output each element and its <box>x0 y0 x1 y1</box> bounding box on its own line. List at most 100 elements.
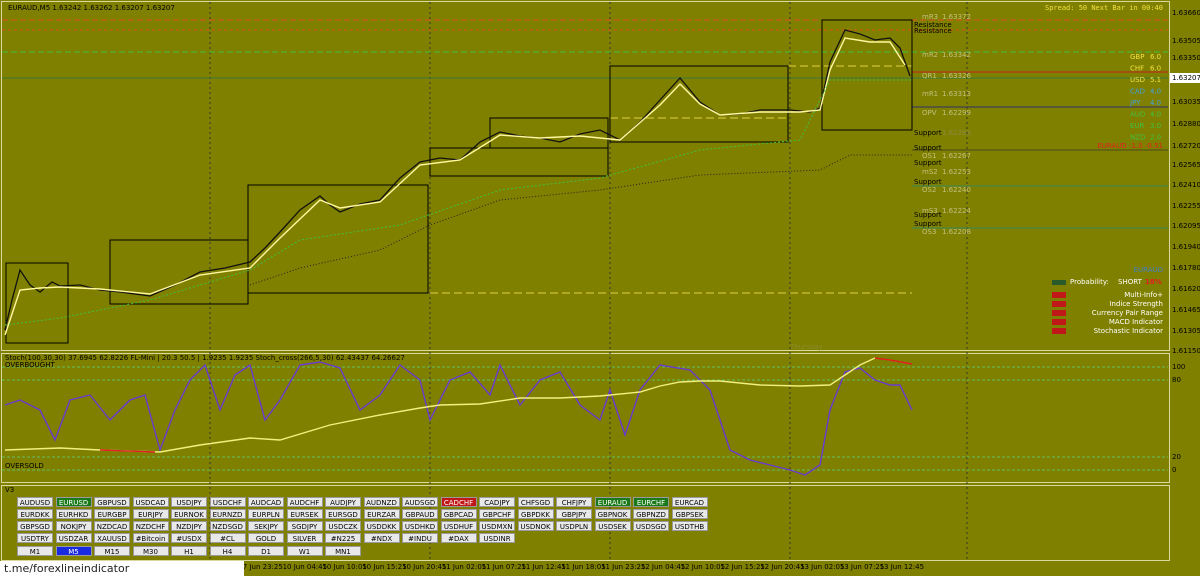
symbol-button[interactable]: SEKJPY <box>248 521 284 531</box>
symbol-button[interactable]: EURSEK <box>286 509 323 519</box>
symbol-button[interactable]: USDSEK <box>594 521 631 531</box>
symbol-button[interactable]: EURGBP <box>94 509 130 519</box>
symbol-button[interactable]: GBPDKK <box>517 509 554 519</box>
time-tick-label: 13 Jun 02:05 <box>800 563 844 571</box>
symbol-button[interactable]: GOLD <box>248 533 284 543</box>
symbol-button[interactable]: NOKJPY <box>55 521 92 531</box>
symbol-button[interactable]: #CL <box>209 533 246 543</box>
symbol-button[interactable]: GBPCAD <box>440 509 477 519</box>
symbol-button[interactable]: NZDCAD <box>94 521 130 531</box>
level-label: Resistance <box>914 21 952 29</box>
symbol-button[interactable]: M1 <box>17 546 53 556</box>
symbol-button[interactable]: USDHKD <box>402 521 438 531</box>
time-tick-label: 11 Jun 12:45 <box>521 563 565 571</box>
strength-currency: USD <box>1130 76 1145 84</box>
symbol-button[interactable]: AUDUSD <box>17 497 53 507</box>
symbol-button[interactable]: W1 <box>286 546 323 556</box>
pivot-price: 1.62267 <box>942 152 971 160</box>
symbol-button[interactable]: GBPJPY <box>556 509 592 519</box>
symbol-button[interactable]: SGDJPY <box>286 521 323 531</box>
symbol-button[interactable]: USDCAD <box>132 497 169 507</box>
symbol-button[interactable]: USDJPY <box>171 497 207 507</box>
symbol-button[interactable]: EURDKK <box>17 509 53 519</box>
symbol-button[interactable]: AUDSGD <box>402 497 438 507</box>
range-box <box>609 65 789 143</box>
main-frame <box>1 1 1170 351</box>
stoch-header: Stoch(100,30,30) 37.6945 62.8226 FL-Mini… <box>5 354 405 362</box>
symbol-button[interactable]: CHFJPY <box>556 497 592 507</box>
symbol-button[interactable]: USDZAR <box>55 533 92 543</box>
symbol-button[interactable]: AUDNZD <box>363 497 400 507</box>
symbol-button[interactable]: GBPCHF <box>479 509 515 519</box>
symbol-button[interactable]: AUDJPY <box>325 497 361 507</box>
symbol-button[interactable]: GBPNOK <box>594 509 631 519</box>
range-box <box>821 19 913 131</box>
time-tick-label: 11 Jun 02:05 <box>442 563 486 571</box>
symbol-button[interactable]: M15 <box>94 546 130 556</box>
symbol-button[interactable]: H4 <box>209 546 246 556</box>
symbol-button[interactable]: USDTRY <box>17 533 53 543</box>
symbol-button[interactable]: USDTHB <box>671 521 708 531</box>
symbol-button[interactable]: EURNOK <box>171 509 207 519</box>
symbol-button[interactable]: USDHUF <box>440 521 477 531</box>
symbol-button[interactable]: USDMXN <box>479 521 515 531</box>
support-trail <box>4 79 912 326</box>
symbol-button[interactable]: USDSGD <box>633 521 669 531</box>
symbol-button[interactable]: NZDSGD <box>209 521 246 531</box>
symbol-button[interactable]: GBPSGD <box>17 521 53 531</box>
symbol-button[interactable]: M30 <box>132 546 169 556</box>
symbol-button[interactable]: #NDX <box>363 533 400 543</box>
symbol-button[interactable]: SILVER <box>286 533 323 543</box>
price-tick-label: 1.63505 <box>1172 37 1200 45</box>
symbol-button[interactable]: GBPAUD <box>402 509 438 519</box>
symbol-button[interactable]: #USDX <box>171 533 207 543</box>
symbol-button[interactable]: USDINR <box>479 533 515 543</box>
symbol-button[interactable]: EURSGD <box>325 509 361 519</box>
symbol-button[interactable]: USDNOK <box>517 521 554 531</box>
day-label: Thursday <box>789 343 823 351</box>
symbol-button[interactable]: EURJPY <box>132 509 169 519</box>
symbol-button[interactable]: USDPLN <box>556 521 592 531</box>
symbol-button[interactable]: D1 <box>248 546 284 556</box>
symbol-button[interactable]: EURZAR <box>363 509 400 519</box>
price-tick-label: 1.62565 <box>1172 161 1200 169</box>
symbol-button[interactable]: USDCZK <box>325 521 361 531</box>
symbol-button[interactable]: CHFSGD <box>517 497 554 507</box>
strength-value: 5.1 <box>1150 76 1161 84</box>
pair-strength: EURAUD -1.0 -0.51 <box>1097 142 1163 150</box>
symbol-button[interactable]: GBPNZD <box>633 509 669 519</box>
symbol-button[interactable]: H1 <box>171 546 207 556</box>
symbol-button[interactable]: USDCHF <box>209 497 246 507</box>
symbol-button[interactable]: NZDJPY <box>171 521 207 531</box>
symbol-button[interactable]: EURCHF <box>633 497 669 507</box>
price-tick-label: 1.62255 <box>1172 202 1200 210</box>
symbol-button[interactable]: #Bitcoin <box>132 533 169 543</box>
symbol-button[interactable]: AUDCAD <box>248 497 284 507</box>
symbol-button[interactable]: EURPLN <box>248 509 284 519</box>
time-tick-label: 13 Jun 07:25 <box>840 563 884 571</box>
symbol-button[interactable]: #N225 <box>325 533 361 543</box>
symbol-button[interactable]: EURHKD <box>55 509 92 519</box>
symbol-button[interactable]: M5 <box>55 546 92 556</box>
symbol-button[interactable]: AUDCHF <box>286 497 323 507</box>
symbol-button[interactable]: #INDU <box>402 533 438 543</box>
symbol-button[interactable]: MN1 <box>325 546 361 556</box>
symbol-button[interactable]: CADCHF <box>440 497 477 507</box>
symbol-button[interactable]: EURAUD <box>594 497 631 507</box>
symbol-button[interactable]: NZDCHF <box>132 521 169 531</box>
symbol-button[interactable]: GBPSEK <box>671 509 708 519</box>
stoch-line <box>4 361 913 476</box>
symbol-button[interactable]: USDDKK <box>363 521 400 531</box>
v3-frame <box>1 485 1170 561</box>
symbol-button[interactable]: XAUUSD <box>94 533 130 543</box>
symbol-button[interactable]: EURNZD <box>209 509 246 519</box>
symbol-button[interactable]: EURCAD <box>671 497 708 507</box>
strength-currency: JPY <box>1129 99 1141 107</box>
symbol-button[interactable]: GBPUSD <box>94 497 130 507</box>
symbol-button[interactable]: EURUSD <box>55 497 92 507</box>
symbol-button[interactable]: CADJPY <box>479 497 515 507</box>
range-box <box>5 262 69 344</box>
symbol-button[interactable]: #DAX <box>440 533 477 543</box>
